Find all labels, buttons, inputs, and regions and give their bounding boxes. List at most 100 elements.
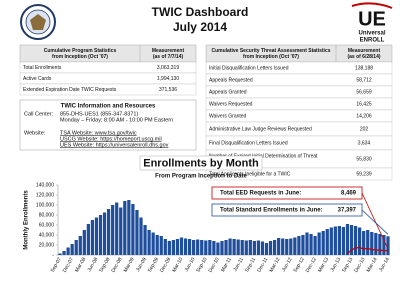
bar — [317, 232, 321, 255]
row-label: Total Applicants Ineligible for a TWIC — [209, 171, 291, 177]
bar — [98, 215, 103, 255]
row-label: Appeals Requested — [209, 77, 253, 83]
bar — [281, 238, 285, 255]
website-link[interactable]: UES Website: https://universalenroll.dhs… — [60, 142, 169, 148]
row-label: Extended Expiration Date TWIC Requests — [23, 87, 117, 93]
column-header: Cumulative Program Statistics — [44, 48, 117, 54]
x-tick-label: Mar-08 — [74, 256, 87, 273]
column-header: Measurement — [348, 48, 381, 54]
bar — [333, 226, 337, 255]
y-tick-label: 100,000 — [36, 202, 54, 208]
bar — [86, 224, 90, 255]
bar — [208, 240, 212, 255]
table-row — [19, 83, 197, 96]
bar — [232, 239, 236, 255]
bar — [94, 217, 99, 255]
ues-logo — [351, 2, 393, 9]
bar — [82, 230, 86, 255]
column-header: Cumulative Security Threat Assessment St… — [211, 48, 330, 54]
info-title: TWIC Information and Resources — [61, 104, 156, 110]
bar — [228, 238, 232, 255]
row-value: 202 — [360, 126, 369, 132]
bar — [171, 240, 176, 255]
y-tick-label: 120,000 — [36, 192, 54, 198]
logo-mark: UE — [358, 8, 386, 30]
bar — [264, 243, 269, 255]
y-axis-label: Monthly Enrollments — [24, 190, 30, 250]
bar — [366, 230, 370, 255]
bar — [252, 241, 256, 255]
bar — [285, 239, 289, 255]
row-label: Number of Expired Initial Determination … — [209, 154, 318, 160]
bar — [175, 239, 180, 255]
bar — [301, 235, 305, 255]
y-tick-label: 80,000 — [39, 212, 55, 218]
column-header: from Inception (Oct '07) — [52, 54, 108, 60]
x-tick-label: Mar-14 — [366, 256, 379, 273]
chart-title: Enrollments by Month — [143, 157, 259, 169]
bar — [321, 231, 325, 255]
website-link[interactable]: USCG Website: https://homeport.uscg.mil — [60, 136, 162, 142]
callout-value: 8,469 — [341, 191, 357, 197]
bar — [220, 241, 224, 255]
bar — [131, 204, 135, 255]
callout-value: 37,397 — [338, 208, 357, 214]
bar — [248, 240, 252, 255]
bar — [78, 236, 82, 255]
bar — [66, 247, 70, 255]
row-label: Waivers Requested — [209, 101, 253, 107]
bar — [353, 226, 358, 255]
website-link[interactable]: TSA Website: www.tsa.gov/twic — [60, 130, 137, 136]
bar — [167, 241, 171, 255]
bar — [155, 235, 159, 255]
chart-title-box — [139, 155, 263, 171]
title: TWIC Dashboard — [152, 5, 249, 19]
row-value: 14,206 — [356, 113, 372, 119]
column-header: (as of 7/7/14) — [153, 54, 184, 60]
bar — [244, 240, 248, 255]
bar — [370, 232, 374, 255]
bar — [309, 234, 313, 255]
bar — [119, 207, 123, 255]
x-tick-label: Dec-12 — [305, 256, 318, 273]
bar — [196, 239, 200, 255]
bar — [224, 240, 228, 255]
bar — [123, 201, 127, 255]
bar — [151, 232, 155, 255]
logo-text: Universal — [358, 31, 385, 37]
bar — [216, 242, 220, 255]
callout-arrow — [361, 209, 389, 235]
bar — [313, 236, 317, 255]
bar — [289, 238, 293, 255]
bar — [362, 231, 366, 255]
info-label: Website: — [24, 130, 46, 136]
bar — [62, 251, 66, 255]
row-value: 16,425 — [356, 101, 372, 107]
row-label: Total Enrollments — [23, 65, 62, 71]
callout-label: Total EED Requests in June: — [220, 191, 301, 197]
column-header: (as of 6/28/14) — [347, 54, 380, 60]
bar — [268, 241, 273, 255]
bar — [345, 224, 350, 255]
bar — [341, 227, 346, 255]
y-tick-label: 40,000 — [39, 232, 55, 238]
chart-subtitle: From Program Inception to Date — [155, 174, 247, 180]
bar — [305, 232, 309, 255]
info-box — [19, 99, 197, 151]
x-tick-label: Dec-08 — [110, 256, 123, 273]
date: July 2014 — [173, 20, 227, 34]
x-tick-label: Jun-14 — [378, 256, 391, 272]
row-value: 58,712 — [356, 77, 372, 83]
logo-text: ENROLL — [360, 38, 385, 44]
bar — [212, 241, 216, 255]
bar — [378, 234, 382, 255]
row-value: 55,830 — [356, 156, 372, 162]
bar — [183, 238, 188, 255]
bar — [115, 202, 119, 255]
column-header: from Inception (Oct '07) — [243, 54, 299, 60]
row-value: 56,659 — [356, 89, 372, 95]
row-label: Waivers Granted — [209, 113, 247, 119]
callout-label: Total Standard Enrollments in June: — [220, 208, 323, 214]
bar — [386, 236, 390, 255]
bar — [240, 240, 244, 255]
